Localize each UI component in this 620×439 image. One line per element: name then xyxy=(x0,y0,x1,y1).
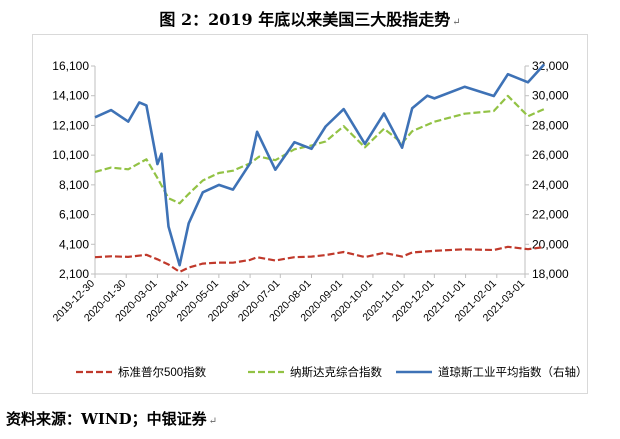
series-line-2 xyxy=(94,63,546,267)
source-note: 资料来源：WIND；中银证券 ↵ xyxy=(6,408,217,429)
chart-frame xyxy=(32,34,588,394)
left-tick-label-2: 6,100 xyxy=(59,208,89,222)
right-tick-label-1: 20,000 xyxy=(532,237,569,251)
left-tick-label-3: 8,100 xyxy=(59,178,89,192)
series-line-0 xyxy=(94,245,545,273)
legend-label-2: 道琼斯工业平均指数（右轴） xyxy=(438,365,588,379)
chart-title-text: 图 2：2019 年底以来美国三大股指走势 xyxy=(159,10,451,29)
right-tick-label-6: 30,000 xyxy=(532,89,569,103)
paragraph-mark-icon-source: ↵ xyxy=(208,416,217,427)
legend-label-1: 纳斯达克综合指数 xyxy=(290,365,382,379)
legend-label-0: 标准普尔500指数 xyxy=(118,365,207,379)
series-line-1 xyxy=(94,94,545,205)
left-tick-label-1: 4,100 xyxy=(59,237,89,251)
right-tick-label-5: 28,000 xyxy=(532,118,569,132)
right-tick-label-2: 22,000 xyxy=(532,208,569,222)
left-tick-label-4: 10,100 xyxy=(52,148,89,162)
paragraph-mark-icon: ↵ xyxy=(452,17,461,28)
right-tick-label-0: 18,000 xyxy=(532,267,569,281)
right-tick-label-4: 26,000 xyxy=(532,148,569,162)
left-tick-label-5: 12,100 xyxy=(52,118,89,132)
chart-title: 图 2：2019 年底以来美国三大股指走势 ↵ xyxy=(0,6,620,30)
left-tick-label-6: 14,100 xyxy=(52,89,89,103)
source-text: 资料来源：WIND；中银证券 xyxy=(6,410,207,428)
right-tick-label-3: 24,000 xyxy=(532,178,569,192)
left-tick-label-7: 16,100 xyxy=(52,59,89,73)
left-tick-label-0: 2,100 xyxy=(59,267,89,281)
